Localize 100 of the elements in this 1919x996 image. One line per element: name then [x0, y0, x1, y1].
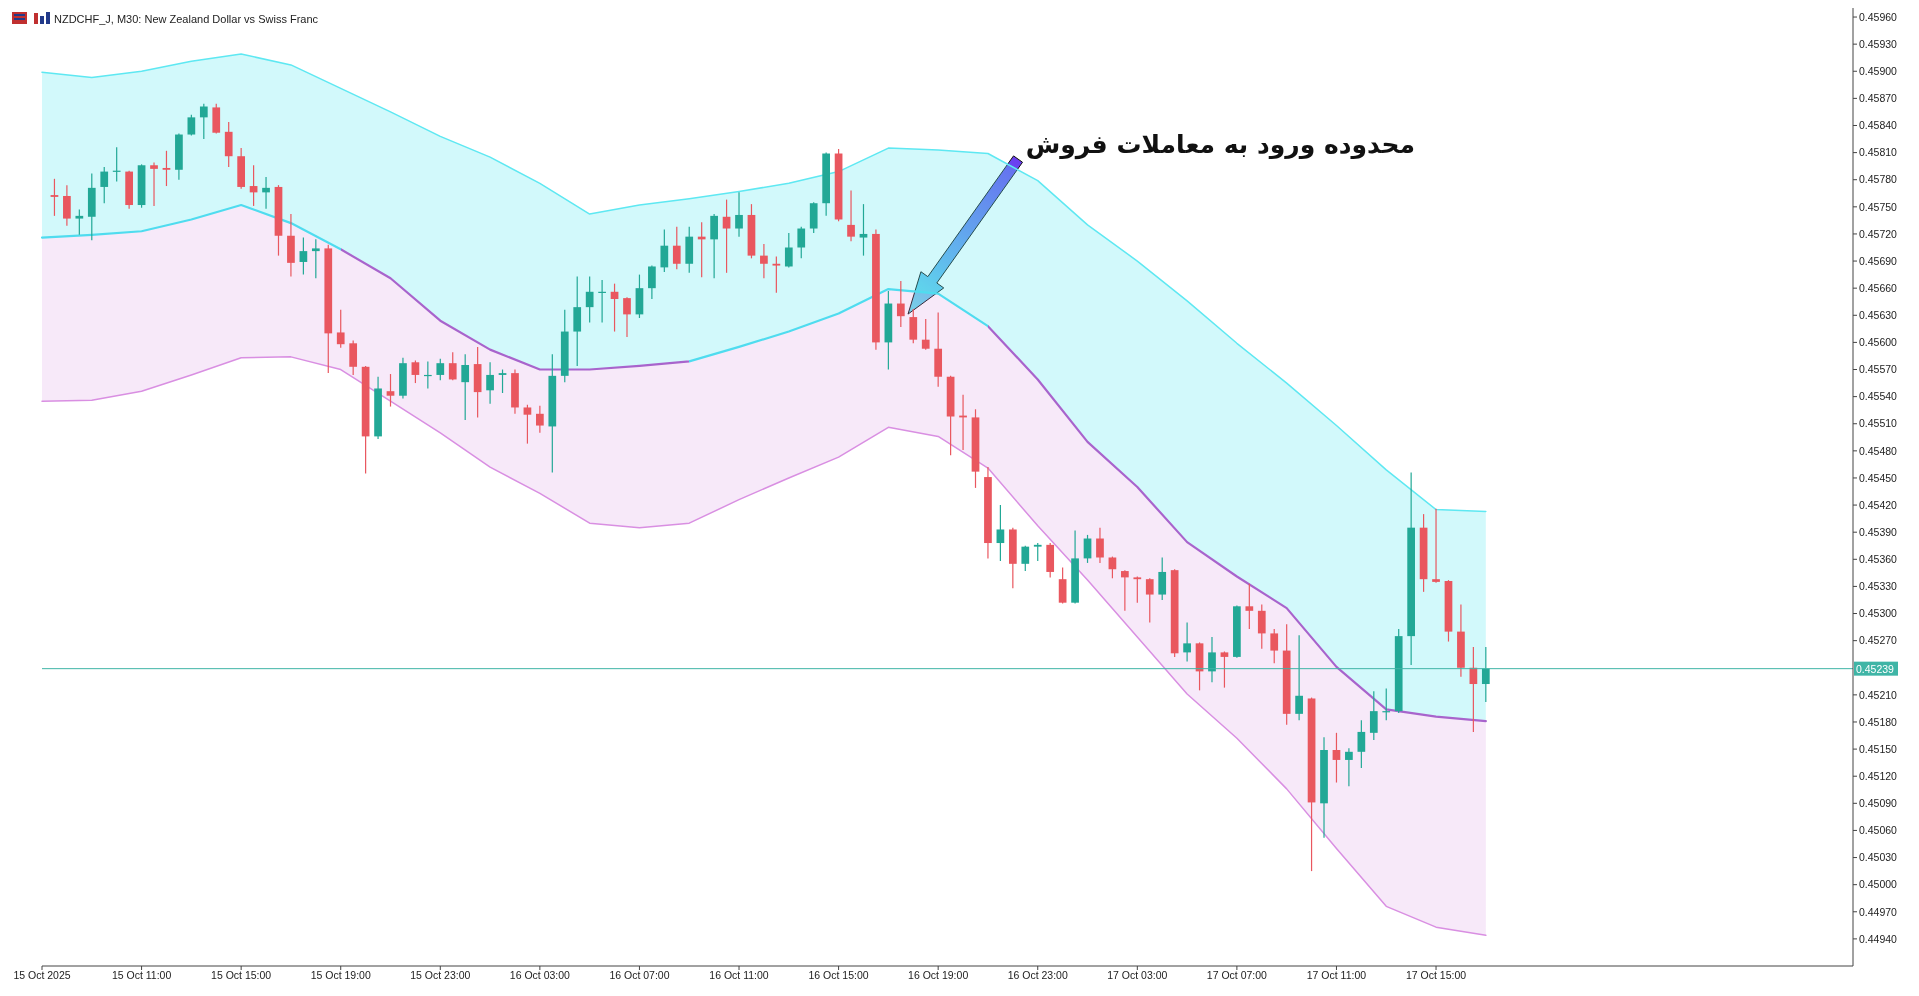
- candlestick: [859, 203, 868, 257]
- y-tick-label: 0.45630: [1859, 309, 1898, 322]
- y-tick-label: 0.45930: [1859, 37, 1898, 50]
- candlestick: [1158, 556, 1167, 601]
- line-series: [41, 53, 1487, 513]
- x-tick-label: 16 Oct 23:00: [1007, 969, 1068, 982]
- candlestick: [1245, 583, 1254, 630]
- candlestick: [847, 189, 855, 242]
- x-tick-label: 16 Oct 07:00: [609, 969, 670, 982]
- x-tick-label: 16 Oct 15:00: [808, 969, 869, 982]
- candlestick: [1481, 646, 1490, 703]
- candlestick: [921, 318, 930, 351]
- candlestick: [411, 359, 420, 384]
- y-tick-label: 0.45600: [1859, 336, 1898, 349]
- candlestick: [262, 176, 270, 210]
- line-series: [40, 203, 1487, 723]
- candlestick: [648, 264, 656, 300]
- y-tick-label: 0.45390: [1859, 525, 1898, 538]
- x-tick-label: 17 Oct 07:00: [1206, 969, 1268, 982]
- candlestick: [311, 238, 320, 279]
- y-tick-label: 0.45720: [1859, 227, 1898, 240]
- candlestick: [909, 308, 918, 344]
- candlestick: [1058, 566, 1067, 605]
- candlestick: [660, 228, 669, 273]
- candlestick: [797, 226, 806, 259]
- y-tick-label: 0.45810: [1859, 146, 1898, 159]
- ref-line-label: 0.45239: [1856, 662, 1895, 675]
- y-tick-label: 0.45900: [1859, 64, 1898, 77]
- y-tick-label: 0.44970: [1859, 905, 1898, 918]
- x-tick-label: 16 Oct 19:00: [908, 969, 969, 982]
- candlestick: [784, 232, 793, 268]
- y-tick-label: 0.45330: [1859, 580, 1898, 593]
- candlestick: [100, 166, 109, 204]
- candlestick: [996, 504, 1005, 562]
- candlestick: [1295, 634, 1303, 721]
- candlestick: [1096, 527, 1104, 564]
- y-tick-label: 0.45660: [1859, 281, 1898, 294]
- y-tick-label: 0.45870: [1859, 92, 1898, 105]
- y-tick-label: 0.44940: [1859, 932, 1898, 945]
- candlestick: [498, 368, 507, 394]
- candlestick: [448, 351, 457, 381]
- y-tick-label: 0.45780: [1859, 173, 1898, 186]
- candlestick: [1257, 603, 1266, 650]
- candlestick: [199, 103, 208, 140]
- candlestick: [1345, 747, 1353, 787]
- candlestick: [1033, 542, 1042, 562]
- y-tick-label: 0.45570: [1859, 363, 1898, 376]
- chart-title: NZDCHF_J, M30: New Zealand Dollar vs Swiss Franc: [54, 13, 319, 25]
- y-tick-label: 0.45960: [1859, 10, 1898, 23]
- candlestick: [50, 178, 59, 217]
- candlestick: [1145, 577, 1154, 624]
- y-tick-label: 0.45690: [1859, 254, 1898, 267]
- y-tick-label: 0.45420: [1859, 498, 1898, 511]
- candlestick: [1369, 690, 1378, 741]
- annotation: محدوده ورود به معاملات فروش: [1025, 130, 1416, 161]
- candlestick: [1270, 628, 1279, 664]
- candlestick: [75, 208, 84, 236]
- x-tick-label: 17 Oct 15:00: [1405, 969, 1467, 982]
- candlestick: [772, 255, 781, 294]
- candlestick: [150, 161, 158, 207]
- x-tick-label: 15 Oct 15:00: [211, 969, 272, 982]
- candlestick: [760, 243, 768, 279]
- candlestick: [1220, 650, 1229, 689]
- y-tick-label: 0.45120: [1859, 769, 1898, 782]
- candlestick: [1133, 575, 1142, 604]
- candlestick: [536, 405, 544, 434]
- candlestick: [461, 353, 470, 421]
- candlestick: [349, 339, 358, 376]
- candlestick: [623, 296, 631, 338]
- y-tick-label: 0.45150: [1859, 742, 1898, 755]
- y-tick-label: 0.45270: [1859, 634, 1898, 647]
- y-tick-label: 0.45210: [1859, 688, 1898, 701]
- y-tick-label: 0.45090: [1859, 797, 1898, 810]
- x-tick-label: 15 Oct 23:00: [410, 969, 471, 982]
- y-tick-label: 0.45510: [1859, 417, 1898, 430]
- candlestick: [1432, 508, 1440, 584]
- candlestick: [710, 213, 718, 279]
- y-tick-label: 0.45060: [1859, 824, 1898, 837]
- x-tick-label: 17 Oct 11:00: [1306, 969, 1367, 982]
- candlestick: [896, 280, 905, 328]
- y-tick-label: 0.45480: [1859, 444, 1898, 457]
- x-tick-label: 15 Oct 11:00: [111, 969, 172, 982]
- candlestick: [1021, 545, 1030, 572]
- candlestick: [299, 236, 308, 276]
- candlestick: [162, 150, 171, 187]
- x-tick-label: 16 Oct 03:00: [509, 969, 571, 982]
- candlestick: [436, 358, 445, 381]
- x-tick-label: 16 Oct 11:00: [709, 969, 769, 982]
- candlestick: [63, 184, 71, 227]
- candlestick: [1183, 621, 1191, 663]
- candlestick: [1208, 636, 1216, 683]
- y-tick-label: 0.45180: [1859, 715, 1898, 728]
- candlestick: [1357, 719, 1366, 769]
- y-tick-label: 0.45300: [1859, 607, 1898, 620]
- x-tick-label: 15 Oct 19:00: [310, 969, 371, 982]
- candlestick: [1121, 569, 1129, 612]
- candlestick: [1332, 732, 1341, 784]
- y-tick-label: 0.45360: [1859, 553, 1898, 566]
- candlestick: [523, 404, 532, 445]
- candlestick: [585, 275, 594, 324]
